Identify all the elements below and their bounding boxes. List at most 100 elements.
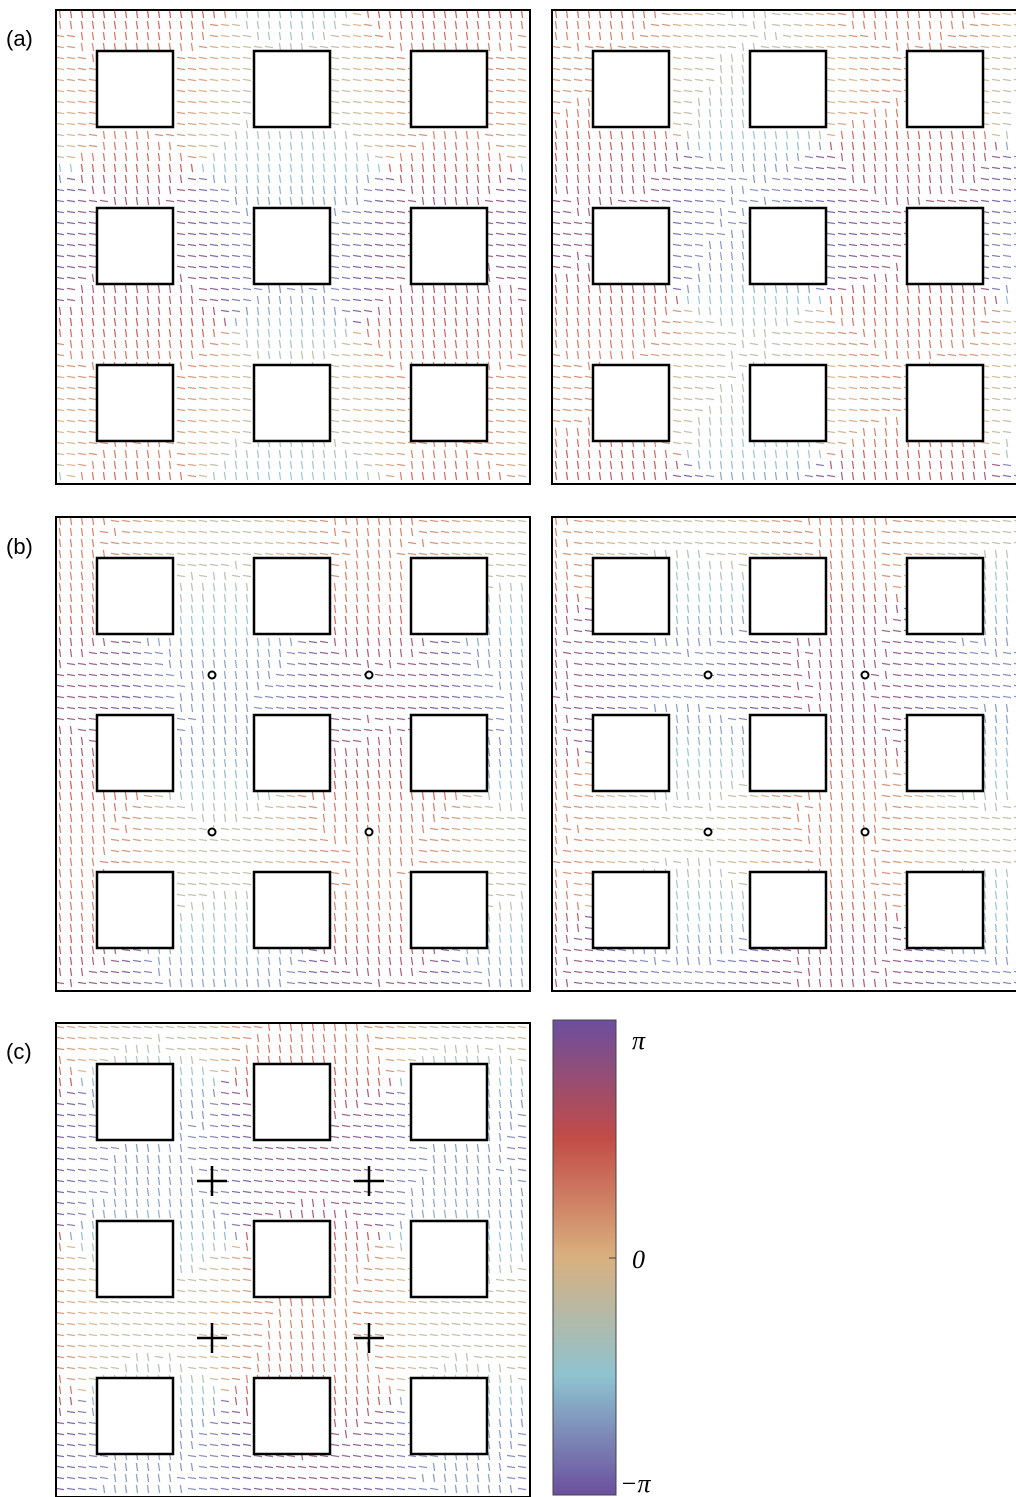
vector [848, 254, 858, 258]
vector [991, 243, 1001, 247]
vector [991, 287, 1001, 291]
vector [840, 460, 844, 470]
vector [113, 802, 117, 812]
vector [410, 31, 414, 41]
vector [212, 306, 216, 316]
vector [983, 152, 987, 162]
vector [385, 717, 395, 721]
vector [576, 350, 580, 360]
vector [245, 119, 249, 129]
vector [333, 196, 337, 206]
vector [421, 20, 425, 30]
vector [355, 626, 359, 636]
vector [212, 791, 216, 801]
vector [1002, 232, 1012, 236]
vector [410, 174, 414, 184]
vector [374, 155, 384, 159]
vector [598, 20, 602, 30]
vector [385, 364, 395, 368]
vector [143, 794, 153, 798]
vector [234, 802, 238, 812]
vector [385, 45, 395, 49]
vector [807, 284, 811, 294]
vector [297, 530, 307, 534]
vector [176, 816, 186, 820]
vector [928, 174, 932, 184]
vector [440, 827, 450, 831]
vector [730, 471, 734, 481]
vector [330, 298, 340, 302]
vector [77, 662, 87, 666]
vector [506, 474, 516, 478]
vector [80, 736, 84, 746]
vector [991, 353, 1001, 357]
vector [396, 408, 406, 412]
vector [220, 89, 230, 93]
vector [554, 460, 558, 470]
vector [520, 736, 524, 746]
vector [686, 141, 690, 151]
vector [972, 130, 976, 140]
vector [939, 295, 943, 305]
vector [385, 78, 395, 82]
vector [278, 141, 282, 151]
vector [234, 460, 238, 470]
vector [741, 339, 745, 349]
vector [473, 706, 483, 710]
vector [157, 284, 161, 294]
vector [102, 295, 106, 305]
vector [223, 736, 227, 746]
vector [77, 452, 87, 456]
vector [487, 273, 491, 283]
vector [465, 10, 469, 19]
vector [429, 706, 439, 710]
vector [157, 295, 161, 305]
vector [495, 375, 505, 379]
obstacle [591, 206, 671, 286]
vector [201, 306, 205, 316]
vector [385, 265, 395, 269]
vector [432, 31, 436, 41]
vector [245, 659, 249, 669]
vector [231, 541, 241, 545]
vector [862, 10, 866, 19]
vector [69, 163, 73, 173]
vector [146, 130, 150, 140]
vector [487, 350, 491, 360]
vector [223, 152, 227, 162]
vector [1002, 375, 1012, 379]
vector [1002, 309, 1012, 313]
vector [201, 648, 205, 658]
vector [220, 309, 230, 313]
vector [399, 615, 403, 625]
vector [66, 243, 76, 247]
vector [77, 254, 87, 258]
vector [763, 163, 767, 173]
vector [763, 31, 767, 41]
vector [135, 460, 139, 470]
vector [91, 174, 95, 184]
vector [476, 10, 480, 19]
vector [132, 651, 142, 655]
vector [256, 328, 260, 338]
vector [176, 243, 186, 247]
vector [377, 637, 381, 647]
vector [374, 419, 384, 423]
panel-label: (b) [6, 534, 33, 559]
vector [939, 471, 943, 481]
vector [198, 111, 208, 115]
vector [165, 519, 175, 523]
vector [278, 471, 282, 481]
vector [69, 527, 73, 537]
vector [267, 648, 271, 658]
vector [300, 284, 304, 294]
vector [275, 519, 285, 523]
vector [716, 34, 726, 38]
vector [506, 574, 516, 578]
vector [672, 309, 682, 313]
vector [91, 471, 95, 481]
vector [231, 375, 241, 379]
vector [209, 122, 219, 126]
vector [980, 23, 990, 27]
vector [509, 703, 513, 713]
